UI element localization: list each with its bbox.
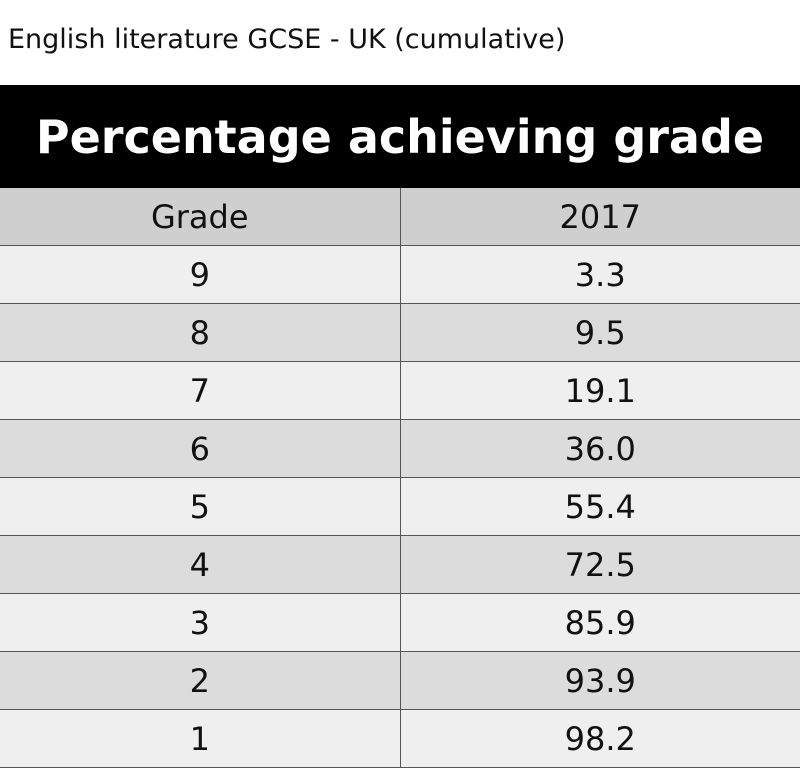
- grade-cell: 6: [0, 419, 401, 478]
- grade-cell: 8: [0, 303, 401, 362]
- value-cell: 36.0: [400, 419, 800, 478]
- value-cell: 55.4: [400, 477, 800, 536]
- grade-cell: 9: [0, 245, 401, 304]
- value-cell: 3.3: [400, 245, 800, 304]
- table-row: 2 93.9: [0, 651, 800, 710]
- value-cell: 72.5: [400, 535, 800, 594]
- value-cell: 98.2: [400, 709, 800, 768]
- header-row: Grade 2017: [0, 188, 800, 246]
- value-cell: 19.1: [400, 361, 800, 420]
- grade-cell: 7: [0, 361, 401, 420]
- table-row: 7 19.1: [0, 361, 800, 420]
- grade-cell: 3: [0, 593, 401, 652]
- table-row: 5 55.4: [0, 477, 800, 536]
- table-body: 9 3.3 8 9.5 7 19.1 6 36.0 5 55.4 4 72.5 3 85.9 2 93.9 1 9…: [0, 245, 800, 768]
- value-cell: 9.5: [400, 303, 800, 362]
- data-table: Grade 2017 9 3.3 8 9.5 7 19.1 6 36.0 5 55.4 4 72.5 3 8…: [0, 188, 800, 768]
- table-row: 9 3.3: [0, 245, 800, 304]
- table-row: 6 36.0: [0, 419, 800, 478]
- value-cell: 93.9: [400, 651, 800, 710]
- column-header: Grade: [0, 188, 401, 246]
- value-cell: 85.9: [400, 593, 800, 652]
- grade-cell: 1: [0, 709, 401, 768]
- table-head: Grade 2017: [0, 188, 800, 246]
- table-row: 4 72.5: [0, 535, 800, 594]
- page-title: English literature GCSE - UK (cumulative…: [8, 24, 566, 55]
- grade-cell: 4: [0, 535, 401, 594]
- grade-cell: 5: [0, 477, 401, 536]
- table-row: 8 9.5: [0, 303, 800, 362]
- table-caption: Percentage achieving grade: [0, 85, 800, 188]
- column-header: 2017: [400, 188, 800, 246]
- grade-cell: 2: [0, 651, 401, 710]
- table-row: 3 85.9: [0, 593, 800, 652]
- table-row: 1 98.2: [0, 709, 800, 768]
